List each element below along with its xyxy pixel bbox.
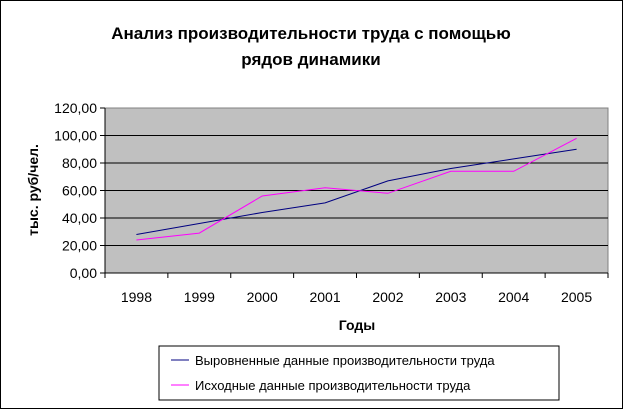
x-tick-label: 2003 bbox=[435, 289, 466, 305]
series-lines bbox=[136, 137, 577, 241]
y-tick-label: 20,00 bbox=[62, 238, 97, 254]
y-axis-tick-labels: 0,00 20,00 40,00 60,00 80,00 100,00 120,00 bbox=[54, 100, 106, 281]
chart-title-line-1: Анализ производительности труда с помощь… bbox=[111, 24, 511, 43]
x-axis-title: Годы bbox=[339, 317, 375, 333]
x-tick-label: 1998 bbox=[121, 289, 152, 305]
y-tick-label: 120,00 bbox=[54, 100, 97, 116]
y-axis-title: тыс. руб/чел. bbox=[25, 144, 41, 236]
legend-label-original: Исходные данные производительности труда bbox=[195, 378, 471, 393]
gridlines bbox=[105, 135, 608, 246]
y-tick-label: 0,00 bbox=[70, 265, 97, 281]
x-tick-label: 2002 bbox=[372, 289, 403, 305]
series-line-original bbox=[136, 137, 577, 241]
y-tick-label: 60,00 bbox=[62, 183, 97, 199]
legend: Выровненные данные производительности тр… bbox=[158, 345, 560, 401]
x-tick-label: 2001 bbox=[309, 289, 340, 305]
legend-label-aligned: Выровненные данные производительности тр… bbox=[195, 353, 495, 368]
series-line-aligned bbox=[136, 148, 577, 235]
legend-box bbox=[158, 345, 560, 401]
y-tick-label: 100,00 bbox=[54, 128, 97, 144]
chart-title-line-2: рядов динамики bbox=[241, 50, 380, 69]
y-tick-label: 80,00 bbox=[62, 155, 97, 171]
x-tick-label: 2000 bbox=[247, 289, 278, 305]
x-axis-tick-labels: 1998 1999 2000 2001 2002 2003 2004 2005 bbox=[104, 272, 609, 305]
y-tick-label: 40,00 bbox=[62, 210, 97, 226]
x-tick-label: 2005 bbox=[561, 289, 592, 305]
x-tick-label: 1999 bbox=[184, 289, 215, 305]
x-tick-label: 2004 bbox=[498, 289, 529, 305]
